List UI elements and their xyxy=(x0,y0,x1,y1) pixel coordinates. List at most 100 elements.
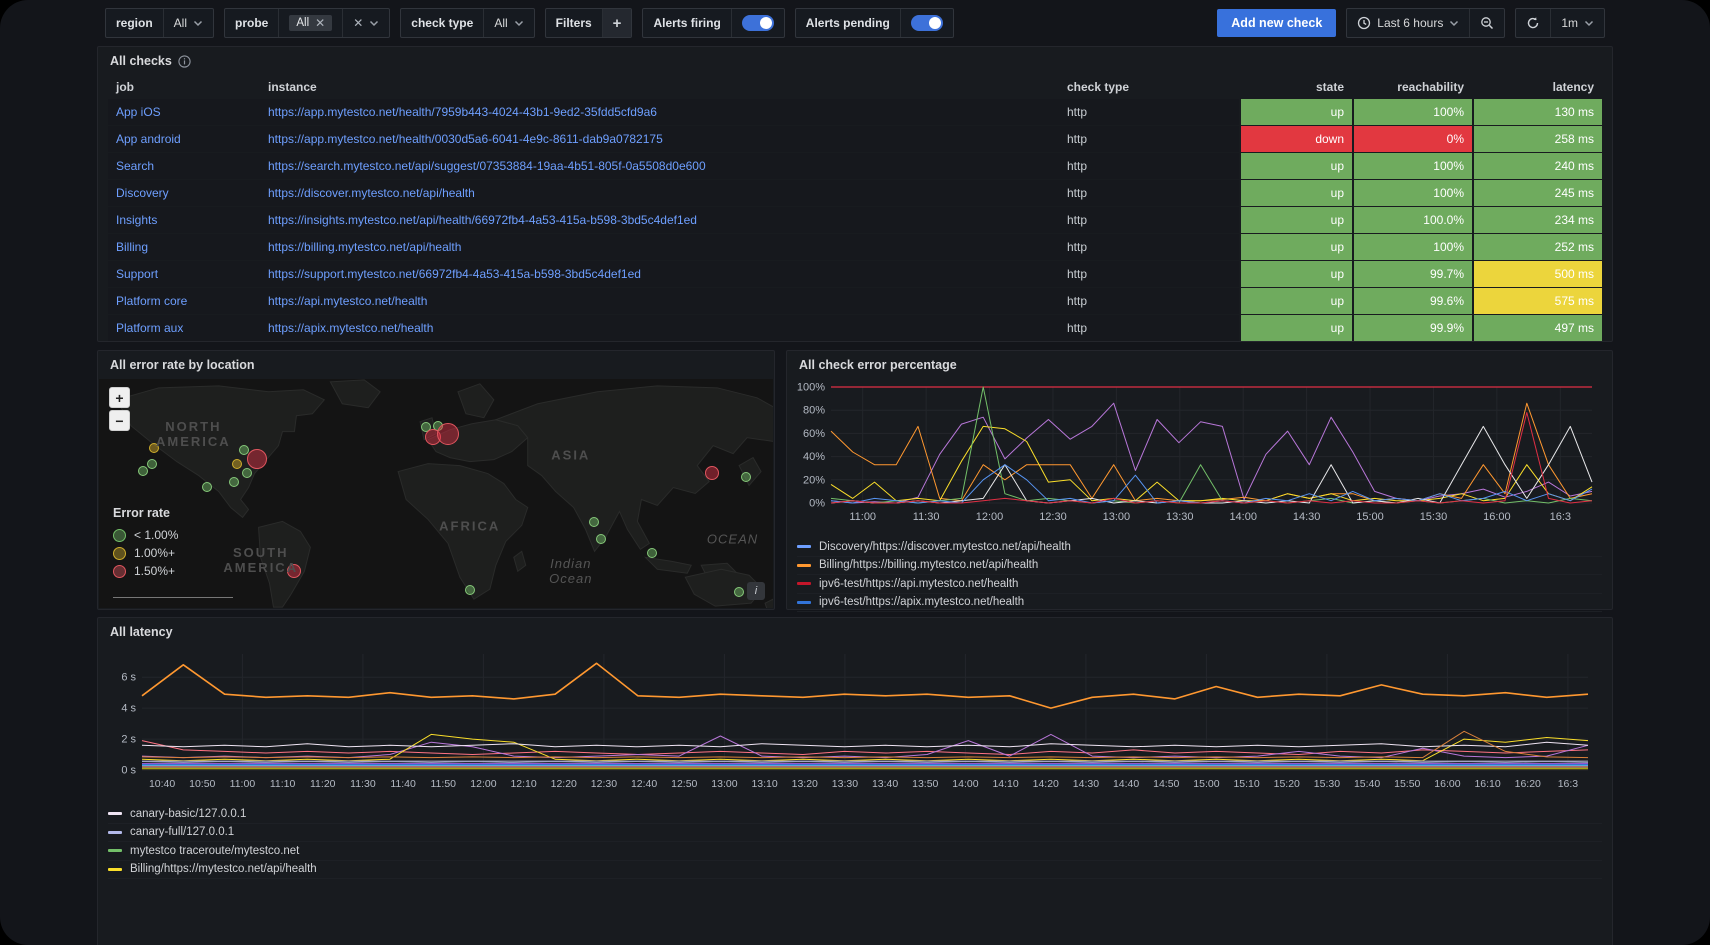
alerts-pending-toggle[interactable] xyxy=(910,15,943,31)
svg-text:12:40: 12:40 xyxy=(631,778,657,790)
job-link[interactable]: Insights xyxy=(116,213,158,227)
region-filter[interactable]: region All xyxy=(105,8,215,38)
legend-item[interactable]: Billing/https://billing.mytestco.net/api… xyxy=(797,557,1602,575)
column-header[interactable]: reachability xyxy=(1397,80,1464,94)
svg-text:13:30: 13:30 xyxy=(1166,511,1194,523)
latency-chart[interactable]: 0 s 2 s 4 s 6 s 10:40 10:50 11:00 11:10 11:20 11:… xyxy=(98,646,1612,803)
check-type-filter-value[interactable]: All xyxy=(483,9,533,37)
error-chart[interactable]: 0% 20% 40% 60% 80% 100% 11:00 11:30 12:00 12:30 13… xyxy=(787,379,1612,536)
instance-link[interactable]: https://api.mytestco.net/health xyxy=(268,294,428,308)
map-zoom-in-button[interactable]: + xyxy=(109,387,130,408)
column-header[interactable]: job xyxy=(116,80,134,94)
panel-title[interactable]: All error rate by location xyxy=(110,358,255,372)
legend-swatch xyxy=(797,545,811,549)
legend-item[interactable]: canary-basic/127.0.0.1 xyxy=(108,805,1602,824)
column-header[interactable]: instance xyxy=(268,80,317,94)
alerts-firing-label: Alerts firing xyxy=(653,16,721,30)
instance-cell: https://api.mytestco.net/health xyxy=(260,288,1059,314)
legend-swatch xyxy=(797,600,811,604)
table-row: App android https://app.mytestco.net/heal… xyxy=(108,126,1602,152)
job-cell: Search xyxy=(108,153,260,179)
legend-item[interactable]: mytestco traceroute/mytestco.net xyxy=(108,842,1602,861)
add-filter-button[interactable]: + xyxy=(601,9,632,37)
job-link[interactable]: Support xyxy=(116,267,159,281)
chip-close-icon[interactable]: ✕ xyxy=(315,16,326,30)
svg-text:11:10: 11:10 xyxy=(270,778,296,790)
job-link[interactable]: Platform core xyxy=(116,294,188,308)
filters-control[interactable]: Filters + xyxy=(544,8,633,38)
world-map[interactable]: NORTH AMERICA SOUTH AMERICA AFRICA ASIA Indi… xyxy=(99,379,773,608)
legend-swatch xyxy=(108,867,122,871)
panel-title[interactable]: All latency xyxy=(110,625,173,639)
job-link[interactable]: Discovery xyxy=(116,186,169,200)
state-cell: up xyxy=(1239,315,1352,341)
panel-title[interactable]: All check error percentage xyxy=(799,358,957,372)
refresh-interval-picker[interactable]: 1m xyxy=(1550,9,1604,37)
instance-link[interactable]: https://apix.mytestco.net/health xyxy=(268,321,434,335)
table-body: App iOS https://app.mytestco.net/health/7… xyxy=(108,99,1602,341)
region-filter-label: region xyxy=(116,16,153,30)
probe-filter[interactable]: probe All ✕ ✕ xyxy=(224,8,391,38)
svg-text:11:30: 11:30 xyxy=(350,778,376,790)
legend-item[interactable]: Discovery/https://discover.mytestco.net/… xyxy=(797,538,1602,557)
panel-title[interactable]: All checks xyxy=(98,47,1612,75)
probe-filter-actions: ✕ xyxy=(342,9,389,37)
svg-text:16:20: 16:20 xyxy=(1515,778,1541,790)
check-type-cell: http xyxy=(1067,186,1088,200)
column-header[interactable]: latency xyxy=(1552,80,1594,94)
column-header[interactable]: state xyxy=(1315,80,1344,94)
add-new-check-button[interactable]: Add new check xyxy=(1217,9,1337,37)
svg-text:100%: 100% xyxy=(797,382,825,394)
error-rate-dot xyxy=(238,444,249,455)
job-link[interactable]: App android xyxy=(116,132,181,146)
refresh-icon xyxy=(1526,16,1540,30)
job-link[interactable]: Billing xyxy=(116,240,149,254)
zoom-out-time-button[interactable] xyxy=(1469,9,1504,37)
svg-text:13:20: 13:20 xyxy=(792,778,818,790)
svg-text:13:30: 13:30 xyxy=(832,778,858,790)
instance-link[interactable]: https://insights.mytestco.net/api/health… xyxy=(268,213,697,227)
table-row: Support https://support.mytestco.net/6697… xyxy=(108,261,1602,287)
time-range-button[interactable]: Last 6 hours xyxy=(1347,9,1469,37)
instance-link[interactable]: https://billing.mytestco.net/api/health xyxy=(268,240,462,254)
region-filter-value[interactable]: All xyxy=(162,9,213,37)
map-zoom-out-button[interactable]: − xyxy=(109,410,130,431)
probe-filter-value: All ✕ xyxy=(278,9,342,37)
info-icon[interactable] xyxy=(178,54,191,68)
state-cell: up xyxy=(1239,153,1352,179)
panel-all-latency: All latency 0 s 2 s 4 s 6 s 10:40 10:50 11:00 1… xyxy=(97,617,1613,945)
table-row: Platform core https://api.mytestco.net/he… xyxy=(108,288,1602,314)
map-legend-title: Error rate xyxy=(113,506,170,520)
probe-chip[interactable]: All ✕ xyxy=(289,15,333,31)
svg-text:12:00: 12:00 xyxy=(976,511,1004,523)
map-attribution-button[interactable]: i xyxy=(747,582,765,600)
job-link[interactable]: App iOS xyxy=(116,105,161,119)
state-cell: up xyxy=(1239,207,1352,233)
instance-link[interactable]: https://discover.mytestco.net/api/health xyxy=(268,186,475,200)
chevron-down-icon[interactable] xyxy=(369,19,379,27)
latency-cell: 497 ms xyxy=(1472,315,1602,341)
legend-item[interactable]: ipv6-test/https://api.mytestco.net/healt… xyxy=(797,575,1602,594)
column-header[interactable]: check type xyxy=(1067,80,1130,94)
svg-text:16:3: 16:3 xyxy=(1558,778,1579,790)
job-link[interactable]: Search xyxy=(116,159,155,173)
legend-item[interactable]: canary-full/127.0.0.1 xyxy=(108,824,1602,842)
clear-all-icon[interactable]: ✕ xyxy=(353,16,364,30)
legend-label: ipv6-test/https://apix.mytestco.net/heal… xyxy=(819,596,1025,609)
instance-link[interactable]: https://app.mytestco.net/health/0030d5a6… xyxy=(268,132,663,146)
alerts-firing-toggle[interactable] xyxy=(741,15,774,31)
svg-text:16:00: 16:00 xyxy=(1483,511,1511,523)
legend-item[interactable]: Billing/https://mytestco.net/api/health xyxy=(108,861,1602,879)
instance-link[interactable]: https://app.mytestco.net/health/7959b443… xyxy=(268,105,657,119)
instance-link[interactable]: https://support.mytestco.net/66972fb4-4a… xyxy=(268,267,641,281)
reachability-cell: 100% xyxy=(1352,153,1472,179)
check-type-filter-label: check type xyxy=(411,16,474,30)
check-type-filter[interactable]: check type All xyxy=(400,8,535,38)
job-link[interactable]: Platform aux xyxy=(116,321,184,335)
refresh-button[interactable] xyxy=(1516,9,1550,37)
legend-item[interactable]: ipv6-test/https://apix.mytestco.net/heal… xyxy=(797,594,1602,612)
instance-link[interactable]: https://search.mytestco.net/api/suggest/… xyxy=(268,159,706,173)
svg-text:15:20: 15:20 xyxy=(1274,778,1300,790)
svg-text:15:30: 15:30 xyxy=(1420,511,1448,523)
